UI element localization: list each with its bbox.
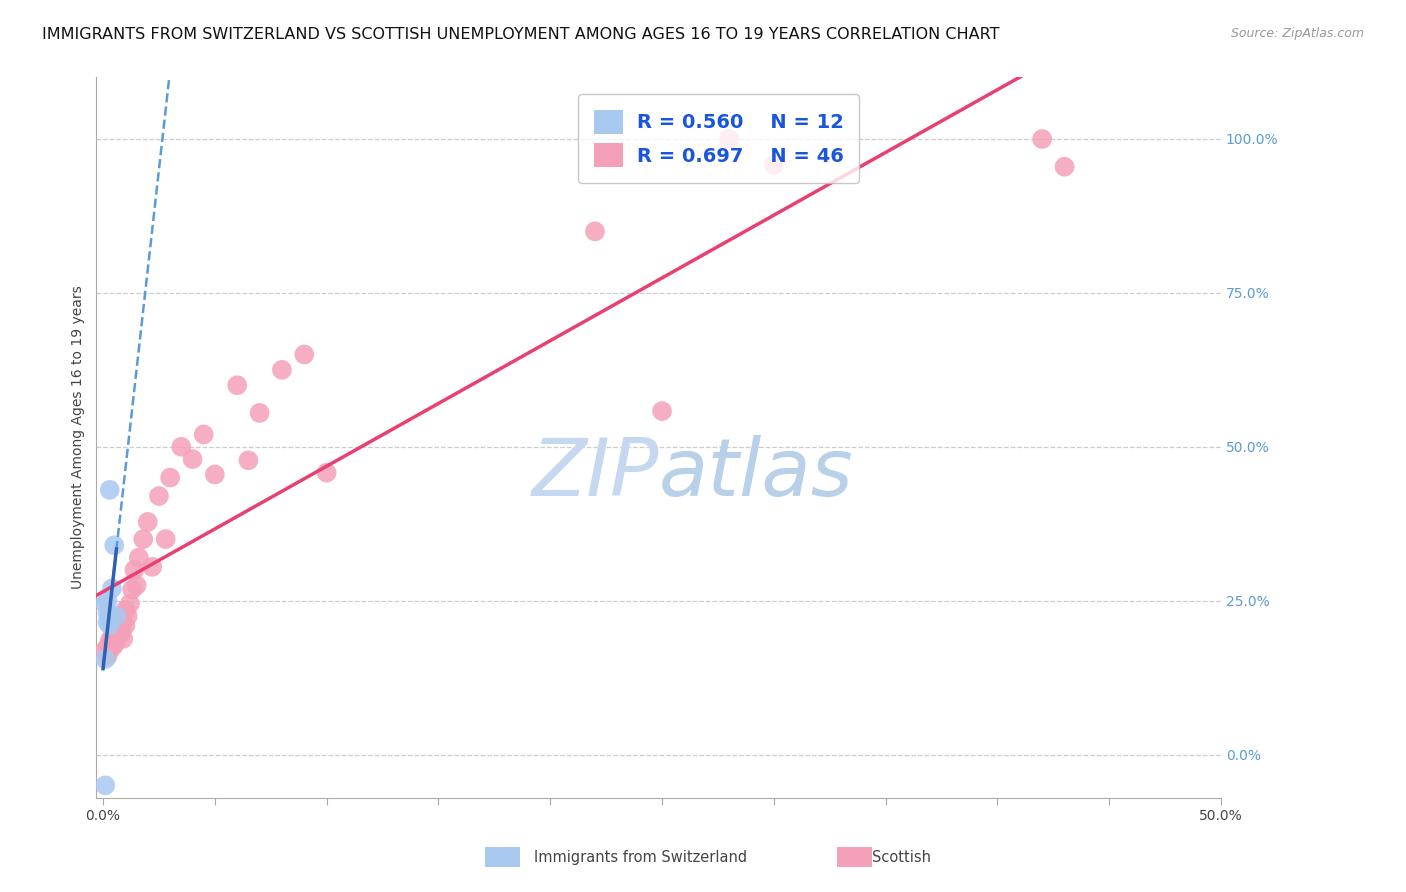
Point: [1031, 132, 1053, 146]
Point: [132, 532, 155, 546]
Point: [148, 489, 170, 503]
Point: [651, 404, 673, 418]
Point: [103, 538, 125, 552]
Point: [170, 440, 193, 454]
Point: [98, 618, 121, 632]
Point: [136, 515, 159, 529]
Point: [226, 378, 249, 392]
Point: [249, 406, 271, 420]
Text: atlas: atlas: [658, 434, 853, 513]
Point: [101, 640, 124, 654]
Point: [124, 563, 146, 577]
Point: [96, 593, 118, 607]
Point: [107, 615, 129, 630]
Y-axis label: Unemployment Among Ages 16 to 19 years: Unemployment Among Ages 16 to 19 years: [72, 285, 86, 590]
Point: [118, 597, 141, 611]
Point: [101, 631, 124, 645]
Point: [238, 453, 260, 467]
Point: [98, 483, 121, 497]
Point: [117, 609, 139, 624]
Point: [103, 638, 125, 652]
Point: [762, 158, 785, 172]
Point: [315, 466, 337, 480]
Point: [94, 778, 117, 792]
Point: [96, 649, 118, 664]
Text: Immigrants from Switzerland: Immigrants from Switzerland: [534, 850, 748, 865]
Point: [96, 640, 118, 654]
Text: Source: ZipAtlas.com: Source: ZipAtlas.com: [1230, 27, 1364, 40]
Point: [105, 621, 128, 635]
Point: [94, 597, 117, 611]
Text: IMMIGRANTS FROM SWITZERLAND VS SCOTTISH UNEMPLOYMENT AMONG AGES 16 TO 19 YEARS C: IMMIGRANTS FROM SWITZERLAND VS SCOTTISH …: [42, 27, 1000, 42]
Point: [96, 606, 118, 620]
Point: [110, 609, 132, 624]
Text: ZIP: ZIP: [531, 434, 658, 513]
Point: [128, 550, 150, 565]
Point: [105, 632, 128, 646]
Point: [159, 470, 181, 484]
Point: [125, 578, 148, 592]
Point: [98, 643, 121, 657]
Point: [114, 603, 136, 617]
Point: [1053, 160, 1076, 174]
Point: [114, 618, 136, 632]
Point: [121, 582, 143, 597]
Point: [98, 633, 121, 648]
Point: [271, 363, 294, 377]
Point: [103, 627, 125, 641]
Point: [583, 224, 606, 238]
Text: Scottish: Scottish: [872, 850, 931, 865]
Point: [101, 582, 124, 596]
Point: [94, 643, 117, 657]
Point: [292, 347, 315, 361]
Point: [204, 467, 226, 482]
Point: [110, 625, 132, 640]
Point: [193, 427, 215, 442]
Point: [112, 632, 135, 646]
Point: [96, 615, 118, 630]
Point: [94, 652, 117, 666]
Legend: R = 0.560    N = 12, R = 0.697    N = 46: R = 0.560 N = 12, R = 0.697 N = 46: [578, 95, 859, 183]
Point: [141, 559, 163, 574]
Point: [105, 609, 128, 624]
Point: [98, 609, 121, 624]
Point: [112, 615, 135, 630]
Point: [718, 132, 741, 146]
Point: [155, 532, 177, 546]
Point: [181, 452, 204, 467]
